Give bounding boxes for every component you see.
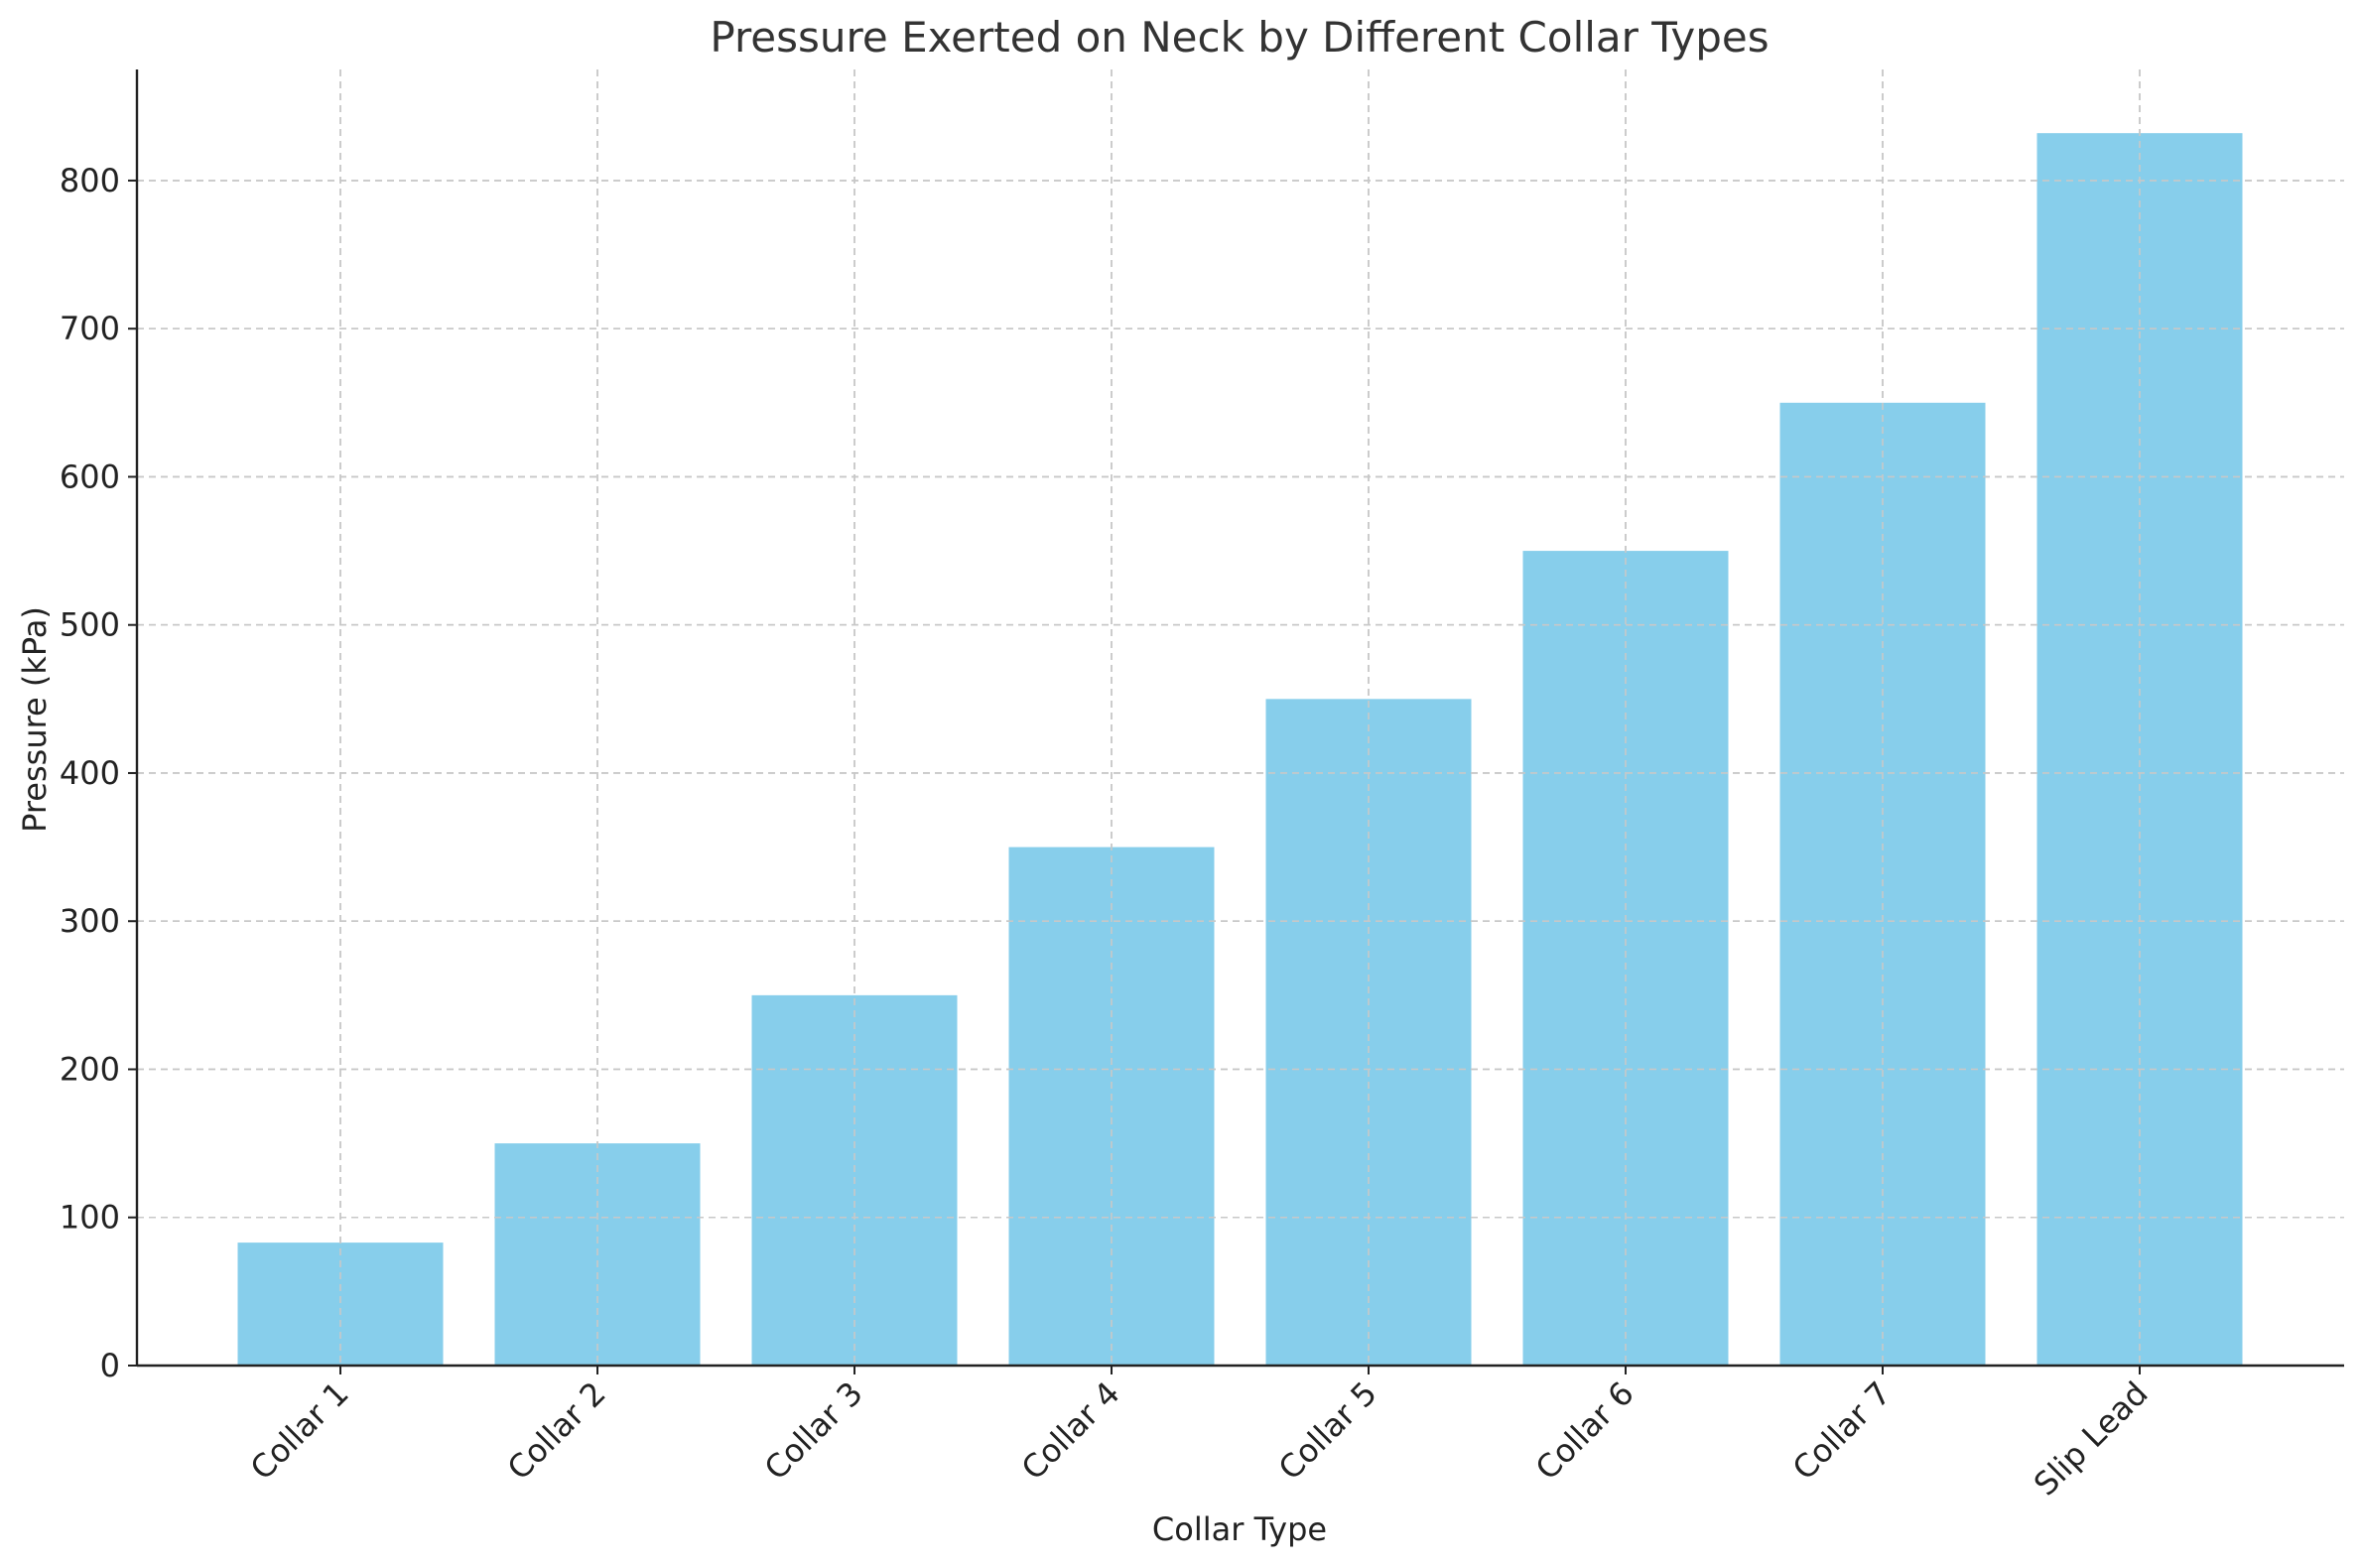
y-axis-label: Pressure (kPa) — [16, 606, 54, 833]
x-tick-label: Collar 7 — [1785, 1374, 1899, 1488]
y-tick-label: 800 — [60, 162, 120, 199]
x-tick-label: Collar 4 — [1014, 1374, 1127, 1488]
y-tick-label: 200 — [60, 1050, 120, 1088]
y-tick-label: 700 — [60, 310, 120, 347]
x-tick-label: Collar 2 — [500, 1374, 613, 1488]
y-tick-label: 300 — [60, 902, 120, 940]
x-tick-label: Collar 3 — [757, 1374, 870, 1488]
bars — [237, 133, 2243, 1367]
y-tick-label: 400 — [60, 754, 120, 792]
grid-lines-overlay — [137, 69, 2344, 1366]
axes — [135, 69, 2344, 1368]
x-axis-label: Collar Type — [1152, 1510, 1327, 1548]
x-tick-label: Collar 1 — [243, 1374, 356, 1488]
y-tick-label: 600 — [60, 457, 120, 495]
y-tick-label: 0 — [100, 1347, 120, 1384]
y-tick-labels: 0 100 200 300 400 500 600 700 800 — [60, 162, 137, 1384]
y-tick-label: 500 — [60, 606, 120, 644]
x-tick-labels: Collar 1 Collar 2 Collar 3 Collar 4 Collar 5… — [243, 1366, 2156, 1503]
y-tick-label: 100 — [60, 1199, 120, 1237]
x-tick-label: Slip Lead — [2027, 1374, 2156, 1503]
x-tick-label: Collar 5 — [1271, 1374, 1384, 1488]
chart-title: Pressure Exerted on Neck by Different Co… — [710, 13, 1769, 62]
grid-lines — [137, 69, 2344, 1366]
x-tick-label: Collar 6 — [1528, 1374, 1641, 1488]
